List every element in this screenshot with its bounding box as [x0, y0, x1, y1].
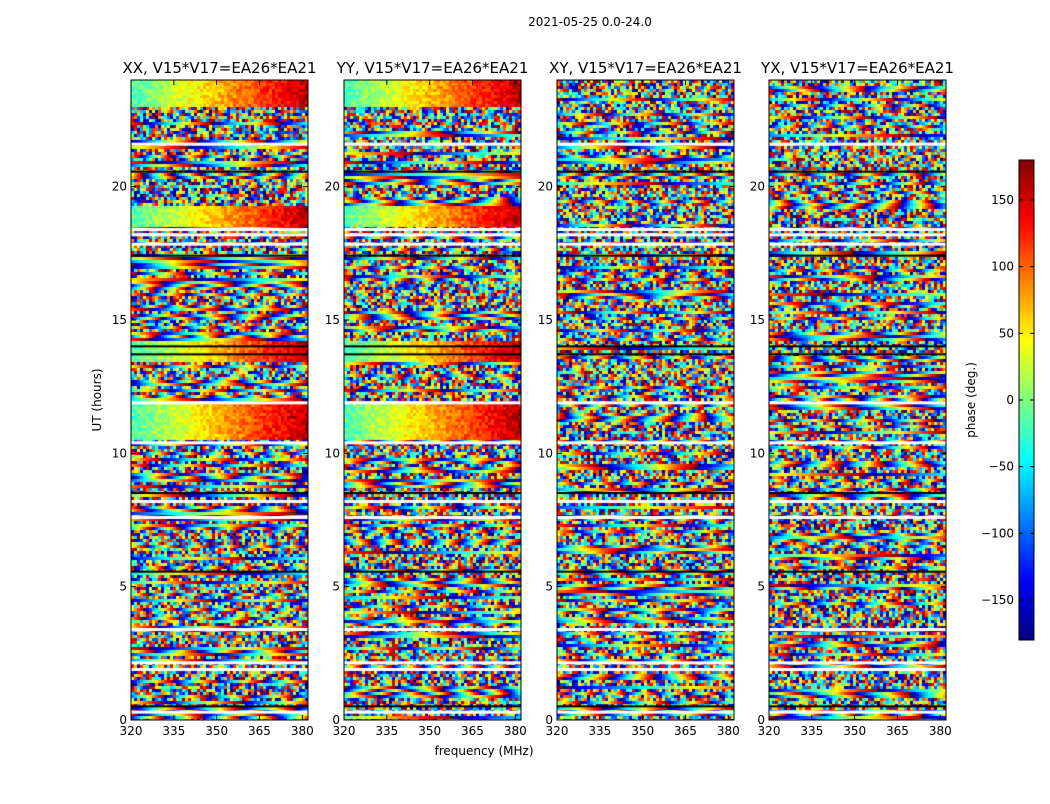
y-tick-label: 20 — [325, 180, 340, 194]
colorbar-label: phase (deg.) — [964, 362, 978, 438]
panel-1: YY, V15*V17=EA26*EA21 320 335 350 365 380 0 5 10… — [325, 59, 529, 738]
x-tick-label: 350 — [631, 724, 654, 738]
x-tick-label: 380 — [504, 724, 527, 738]
panel-title: XY, V15*V17=EA26*EA21 — [549, 59, 742, 77]
x-tick-label: 380 — [929, 724, 952, 738]
panel-title: YX, V15*V17=EA26*EA21 — [760, 59, 954, 77]
x-tick-label: 335 — [588, 724, 611, 738]
y-tick-label: 10 — [750, 446, 765, 460]
panel-3: YX, V15*V17=EA26*EA21 320 335 350 365 380 0 5 10… — [750, 59, 954, 738]
y-tick-label: 0 — [119, 713, 127, 727]
x-tick-label: 350 — [418, 724, 441, 738]
x-tick-label: 335 — [800, 724, 823, 738]
x-tick-label: 380 — [291, 724, 314, 738]
x-tick-label: 320 — [758, 724, 781, 738]
y-tick-label: 5 — [757, 580, 765, 594]
colorbar-tick-label: −150 — [981, 593, 1014, 607]
x-axis-label: frequency (MHz) — [434, 744, 533, 758]
panel-0: XX, V15*V17=EA26*EA21 320 335 350 365 380 0 5 10… — [112, 59, 317, 738]
x-tick-label: 335 — [375, 724, 398, 738]
phase-heatmap-image — [344, 80, 521, 720]
x-tick-label: 320 — [120, 724, 143, 738]
colorbar-tick-label: 0 — [1006, 393, 1014, 407]
x-tick-label: 365 — [674, 724, 697, 738]
y-tick-label: 10 — [112, 446, 127, 460]
y-tick-label: 0 — [545, 713, 553, 727]
y-tick-label: 5 — [119, 580, 127, 594]
x-tick-label: 365 — [248, 724, 271, 738]
x-tick-label: 365 — [886, 724, 909, 738]
figure-suptitle: 2021-05-25 0.0-24.0 — [528, 15, 652, 29]
panel-frame — [343, 79, 522, 721]
panel-title: YY, V15*V17=EA26*EA21 — [336, 59, 529, 77]
y-tick-label: 10 — [325, 446, 340, 460]
colorbar-tick-label: −50 — [989, 460, 1014, 474]
y-tick-label: 5 — [332, 580, 340, 594]
panel-frame — [768, 79, 947, 721]
colorbar-tick-label: −100 — [981, 526, 1014, 540]
panel-frame — [556, 79, 735, 721]
y-tick-label: 15 — [750, 313, 765, 327]
y-axis-label: UT (hours) — [90, 368, 104, 431]
panel-2: XY, V15*V17=EA26*EA21 320 335 350 365 380 0 5 10… — [538, 59, 742, 738]
x-tick-label: 380 — [717, 724, 740, 738]
y-tick-label: 15 — [538, 313, 553, 327]
x-tick-label: 320 — [333, 724, 356, 738]
y-tick-label: 10 — [538, 446, 553, 460]
x-tick-label: 335 — [162, 724, 185, 738]
x-tick-label: 350 — [205, 724, 228, 738]
phase-heatmap-image — [557, 80, 734, 720]
y-tick-label: 20 — [750, 180, 765, 194]
y-tick-label: 15 — [112, 313, 127, 327]
x-tick-label: 350 — [843, 724, 866, 738]
colorbar: −150 −100 −50 0 50 100 150 — [981, 159, 1035, 641]
y-tick-label: 20 — [112, 180, 127, 194]
panels-group: XX, V15*V17=EA26*EA21 320 335 350 365 380 0 5 10… — [112, 59, 954, 738]
x-tick-label: 365 — [461, 724, 484, 738]
y-tick-label: 0 — [757, 713, 765, 727]
colorbar-tick-label: 100 — [991, 260, 1014, 274]
y-tick-label: 0 — [332, 713, 340, 727]
x-tick-label: 320 — [546, 724, 569, 738]
colorbar-tick-label: 150 — [991, 193, 1014, 207]
y-tick-label: 5 — [545, 580, 553, 594]
phase-heatmap-image — [131, 80, 308, 720]
phase-heatmap-image — [769, 80, 946, 720]
y-tick-label: 20 — [538, 180, 553, 194]
colorbar-tick-label: 50 — [999, 326, 1014, 340]
panel-title: XX, V15*V17=EA26*EA21 — [122, 59, 316, 77]
y-tick-label: 15 — [325, 313, 340, 327]
panel-frame — [130, 79, 309, 721]
